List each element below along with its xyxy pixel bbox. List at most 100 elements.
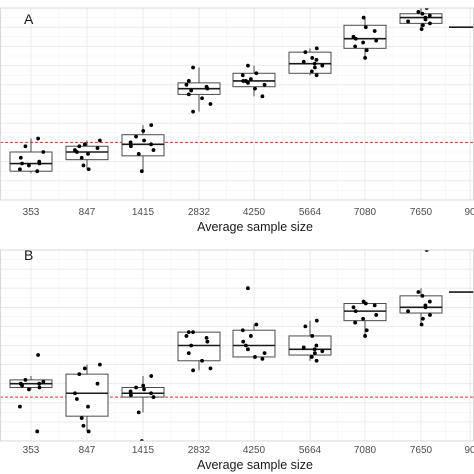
x-tick-label: 90 bbox=[464, 207, 474, 218]
box bbox=[399, 295, 443, 314]
data-point bbox=[128, 389, 133, 394]
data-point bbox=[186, 351, 191, 356]
x-tick-label: 1415 bbox=[132, 207, 155, 218]
data-point bbox=[260, 94, 265, 99]
data-point bbox=[186, 92, 191, 97]
data-point bbox=[141, 128, 146, 133]
data-point bbox=[208, 102, 213, 106]
data-point bbox=[424, 250, 429, 252]
data-point bbox=[149, 391, 153, 396]
data-point bbox=[243, 343, 248, 348]
data-point bbox=[374, 313, 379, 317]
data-point bbox=[406, 19, 410, 24]
data-point bbox=[18, 155, 23, 160]
data-point bbox=[128, 140, 133, 145]
data-point bbox=[361, 299, 366, 304]
data-point bbox=[363, 334, 367, 338]
data-point bbox=[128, 144, 133, 149]
data-point bbox=[314, 318, 319, 323]
data-point bbox=[79, 155, 84, 160]
x-tick-label: 2832 bbox=[188, 445, 211, 456]
data-point bbox=[312, 347, 317, 352]
data-point bbox=[128, 393, 133, 398]
data-point bbox=[427, 13, 432, 18]
box bbox=[232, 72, 276, 88]
data-point bbox=[73, 148, 77, 152]
data-point bbox=[35, 169, 40, 174]
data-point bbox=[312, 61, 317, 66]
data-point bbox=[416, 290, 421, 294]
data-point bbox=[95, 381, 100, 386]
x-tick-label: 353 bbox=[23, 207, 40, 218]
data-point bbox=[253, 355, 257, 359]
data-point bbox=[260, 356, 265, 361]
data-point bbox=[18, 381, 23, 386]
data-point bbox=[262, 82, 267, 87]
data-point bbox=[191, 109, 195, 114]
data-point bbox=[141, 383, 146, 388]
data-point bbox=[363, 25, 368, 30]
data-point bbox=[361, 15, 366, 20]
box bbox=[343, 302, 387, 322]
data-point bbox=[36, 136, 40, 141]
data-point bbox=[320, 63, 325, 68]
data-point bbox=[208, 366, 213, 371]
data-point bbox=[246, 347, 250, 352]
x-axis-title: Average sample size bbox=[197, 220, 313, 234]
data-point bbox=[142, 387, 146, 392]
data-point bbox=[134, 134, 138, 139]
data-point bbox=[419, 27, 424, 32]
data-point bbox=[420, 11, 425, 16]
data-point bbox=[364, 48, 369, 53]
box bbox=[232, 329, 276, 358]
data-point bbox=[353, 309, 358, 314]
data-point bbox=[421, 23, 425, 28]
data-point bbox=[314, 57, 319, 62]
x-tick-label: 7650 bbox=[410, 445, 433, 456]
data-point bbox=[134, 385, 138, 390]
data-point bbox=[301, 345, 306, 350]
x-tick-label: 90 bbox=[464, 445, 474, 456]
data-point bbox=[254, 322, 259, 327]
data-point bbox=[184, 82, 189, 87]
data-point bbox=[139, 169, 144, 174]
data-point bbox=[428, 313, 432, 317]
data-point bbox=[191, 330, 195, 335]
data-point bbox=[23, 377, 28, 382]
data-point bbox=[310, 334, 315, 338]
data-point bbox=[35, 429, 40, 434]
data-point bbox=[200, 358, 204, 363]
data-point bbox=[320, 349, 325, 354]
data-point bbox=[149, 374, 154, 378]
data-point bbox=[139, 439, 144, 441]
data-point bbox=[428, 21, 432, 26]
data-point bbox=[351, 34, 356, 39]
data-point bbox=[36, 353, 40, 357]
data-point bbox=[248, 334, 253, 338]
data-point bbox=[41, 379, 46, 384]
data-point bbox=[186, 79, 191, 83]
data-point bbox=[37, 159, 42, 164]
panel-b: B 353 847 1415 2832 4250 5664 7080 7650 90 Average… bbox=[0, 247, 474, 472]
data-point bbox=[149, 142, 153, 147]
data-point bbox=[361, 316, 366, 321]
data-point bbox=[204, 84, 209, 89]
data-point bbox=[191, 368, 195, 373]
data-point bbox=[240, 73, 245, 78]
data-point bbox=[151, 148, 156, 152]
data-point bbox=[73, 391, 77, 396]
data-point bbox=[427, 299, 432, 304]
data-point bbox=[205, 339, 210, 344]
data-point bbox=[406, 309, 410, 314]
x-tick-label: 5664 bbox=[299, 445, 322, 456]
data-point bbox=[41, 150, 46, 154]
x-tick-label: 5664 bbox=[299, 207, 322, 218]
box bbox=[121, 387, 165, 398]
box bbox=[177, 331, 221, 362]
data-point bbox=[248, 77, 253, 81]
x-tick-label: 7650 bbox=[410, 207, 433, 218]
data-point bbox=[416, 9, 421, 14]
plot-body bbox=[0, 8, 474, 200]
data-point bbox=[23, 144, 28, 149]
